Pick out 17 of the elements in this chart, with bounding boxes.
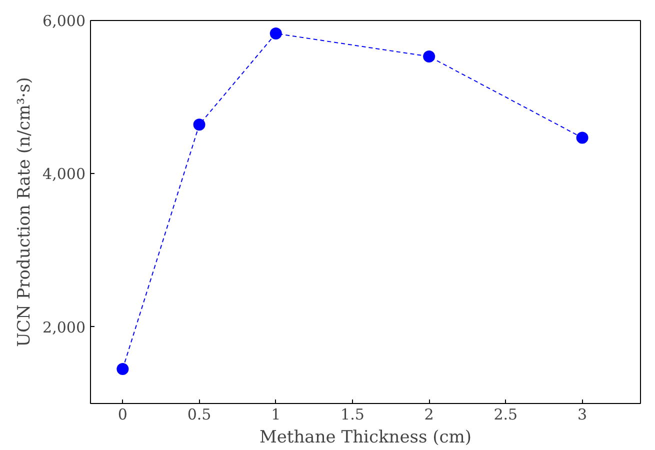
x-tick-label: 3 — [578, 406, 588, 424]
x-tick-label: 2.5 — [494, 406, 518, 424]
point — [576, 132, 588, 144]
point — [193, 118, 206, 131]
x-axis-title: Methane Thickness (cm) — [259, 428, 472, 448]
y-tick-label: 2,000 — [42, 318, 86, 336]
point — [116, 363, 129, 376]
x-tick-label: 0 — [118, 406, 128, 424]
y-tick-label: 6,000 — [42, 12, 86, 30]
point — [270, 28, 282, 40]
y-tick-label: 4,000 — [42, 165, 86, 184]
y-axis-title: UCN Production Rate (n/cm³·s) — [14, 77, 35, 347]
x-tick-label: 0.5 — [187, 406, 212, 424]
x-tick-label: 2 — [424, 406, 434, 424]
point — [423, 50, 436, 62]
x-tick-label: 1.5 — [340, 406, 364, 424]
x-tick-label: 1 — [271, 406, 281, 424]
